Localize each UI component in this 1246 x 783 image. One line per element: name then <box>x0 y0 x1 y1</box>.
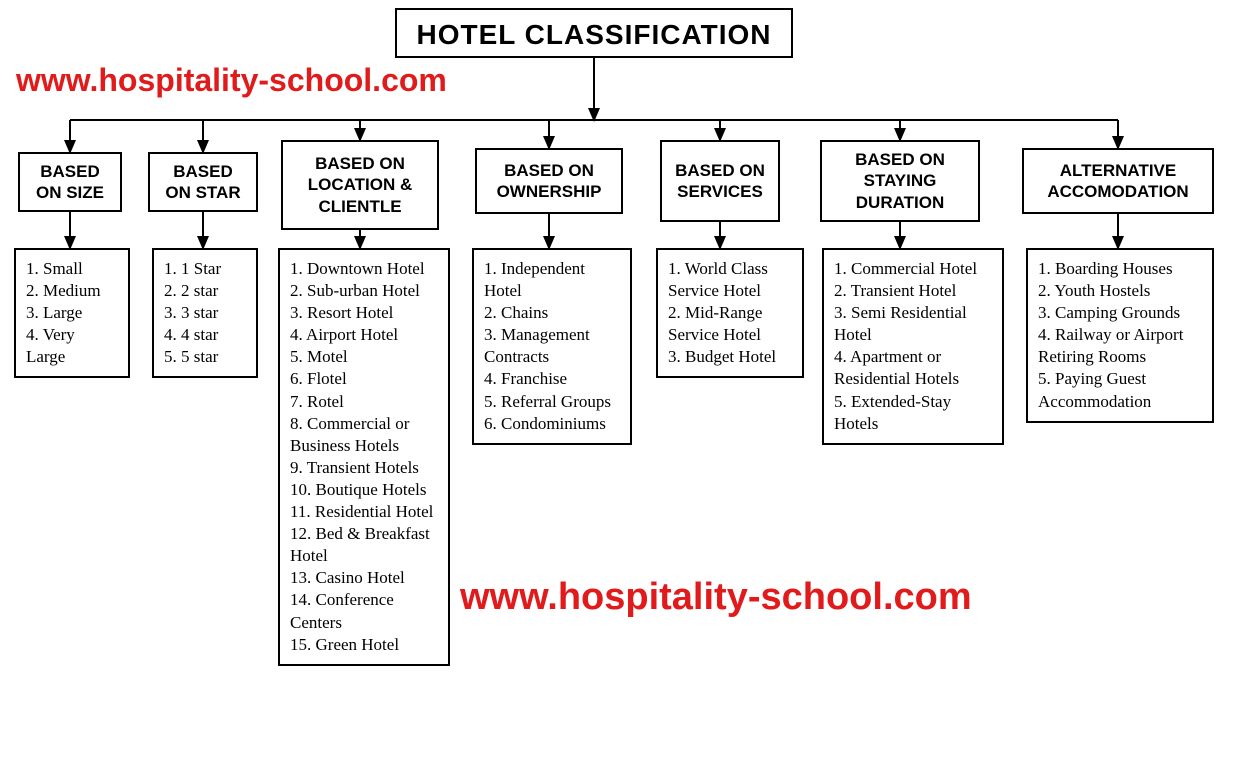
list-item: 3. 3 star <box>164 302 246 324</box>
title-text: HOTEL CLASSIFICATION <box>417 19 772 50</box>
category-box-star: BASED ON STAR <box>148 152 258 212</box>
category-box-alternative: ALTERNATIVE ACCOMODATION <box>1022 148 1214 214</box>
category-box-services: BASED ON SERVICES <box>660 140 780 222</box>
category-box-ownership: BASED ON OWNERSHIP <box>475 148 623 214</box>
list-item: 1. Downtown Hotel <box>290 258 438 280</box>
list-item: 5. Referral Groups <box>484 391 620 413</box>
list-item: 6. Flotel <box>290 368 438 390</box>
list-box-location: 1. Downtown Hotel2. Sub-urban Hotel3. Re… <box>278 248 450 666</box>
list-item: 12. Bed & Breakfast Hotel <box>290 523 438 567</box>
category-label: BASED ON STAR <box>160 161 246 204</box>
watermark-text: www.hospitality-school.com <box>460 576 972 618</box>
list-item: 3. Large <box>26 302 118 324</box>
list-item: 4. 4 star <box>164 324 246 346</box>
list-item: 6. Condominiums <box>484 413 620 435</box>
list-item: 4. Airport Hotel <box>290 324 438 346</box>
list-item: 15. Green Hotel <box>290 634 438 656</box>
category-label: ALTERNATIVE ACCOMODATION <box>1034 160 1202 203</box>
list-item: 5. Extended-Stay Hotels <box>834 391 992 435</box>
list-item: 5. Paying Guest Accommodation <box>1038 368 1202 412</box>
list-item: 3. Budget Hotel <box>668 346 792 368</box>
list-item: 1. Commercial Hotel <box>834 258 992 280</box>
watermark-top: www.hospitality-school.com <box>16 62 447 99</box>
list-item: 1. Small <box>26 258 118 280</box>
list-item: 1. Boarding Houses <box>1038 258 1202 280</box>
category-label: BASED ON LOCATION & CLIENTLE <box>293 153 427 217</box>
list-item: 2. Sub-urban Hotel <box>290 280 438 302</box>
category-box-size: BASED ON SIZE <box>18 152 122 212</box>
list-item: 4. Very Large <box>26 324 118 368</box>
list-item: 9. Transient Hotels <box>290 457 438 479</box>
list-item: 4. Apartment or Residential Hotels <box>834 346 992 390</box>
list-item: 2. Medium <box>26 280 118 302</box>
list-box-services: 1. World Class Service Hotel2. Mid-Range… <box>656 248 804 378</box>
list-item: 3. Camping Grounds <box>1038 302 1202 324</box>
list-box-size: 1. Small2. Medium3. Large4. Very Large <box>14 248 130 378</box>
list-box-duration: 1. Commercial Hotel2. Transient Hotel3. … <box>822 248 1004 445</box>
category-box-location: BASED ON LOCATION & CLIENTLE <box>281 140 439 230</box>
list-box-alternative: 1. Boarding Houses2. Youth Hostels3. Cam… <box>1026 248 1214 423</box>
watermark-text: www.hospitality-school.com <box>16 62 447 98</box>
list-item: 1. Independent Hotel <box>484 258 620 302</box>
category-label: BASED ON STAYING DURATION <box>832 149 968 213</box>
list-item: 3. Resort Hotel <box>290 302 438 324</box>
list-item: 13. Casino Hotel <box>290 567 438 589</box>
list-item: 2. Transient Hotel <box>834 280 992 302</box>
list-item: 11. Residential Hotel <box>290 501 438 523</box>
list-item: 14. Conference Centers <box>290 589 438 633</box>
list-box-ownership: 1. Independent Hotel2. Chains3. Manageme… <box>472 248 632 445</box>
list-item: 2. Chains <box>484 302 620 324</box>
list-item: 10. Boutique Hotels <box>290 479 438 501</box>
watermark-bottom: www.hospitality-school.com <box>460 576 972 619</box>
list-item: 5. 5 star <box>164 346 246 368</box>
category-box-duration: BASED ON STAYING DURATION <box>820 140 980 222</box>
list-item: 1. World Class Service Hotel <box>668 258 792 302</box>
category-label: BASED ON OWNERSHIP <box>487 160 611 203</box>
list-item: 2. 2 star <box>164 280 246 302</box>
category-label: BASED ON SERVICES <box>672 160 768 203</box>
list-box-star: 1. 1 Star2. 2 star3. 3 star4. 4 star5. 5… <box>152 248 258 378</box>
list-item: 4. Franchise <box>484 368 620 390</box>
category-label: BASED ON SIZE <box>30 161 110 204</box>
list-item: 3. Semi Residential Hotel <box>834 302 992 346</box>
list-item: 7. Rotel <box>290 391 438 413</box>
list-item: 3. Management Contracts <box>484 324 620 368</box>
list-item: 8. Commercial or Business Hotels <box>290 413 438 457</box>
list-item: 2. Mid-Range Service Hotel <box>668 302 792 346</box>
list-item: 5. Motel <box>290 346 438 368</box>
page-title: HOTEL CLASSIFICATION <box>395 8 793 58</box>
list-item: 1. 1 Star <box>164 258 246 280</box>
list-item: 2. Youth Hostels <box>1038 280 1202 302</box>
list-item: 4. Railway or Airport Retiring Rooms <box>1038 324 1202 368</box>
